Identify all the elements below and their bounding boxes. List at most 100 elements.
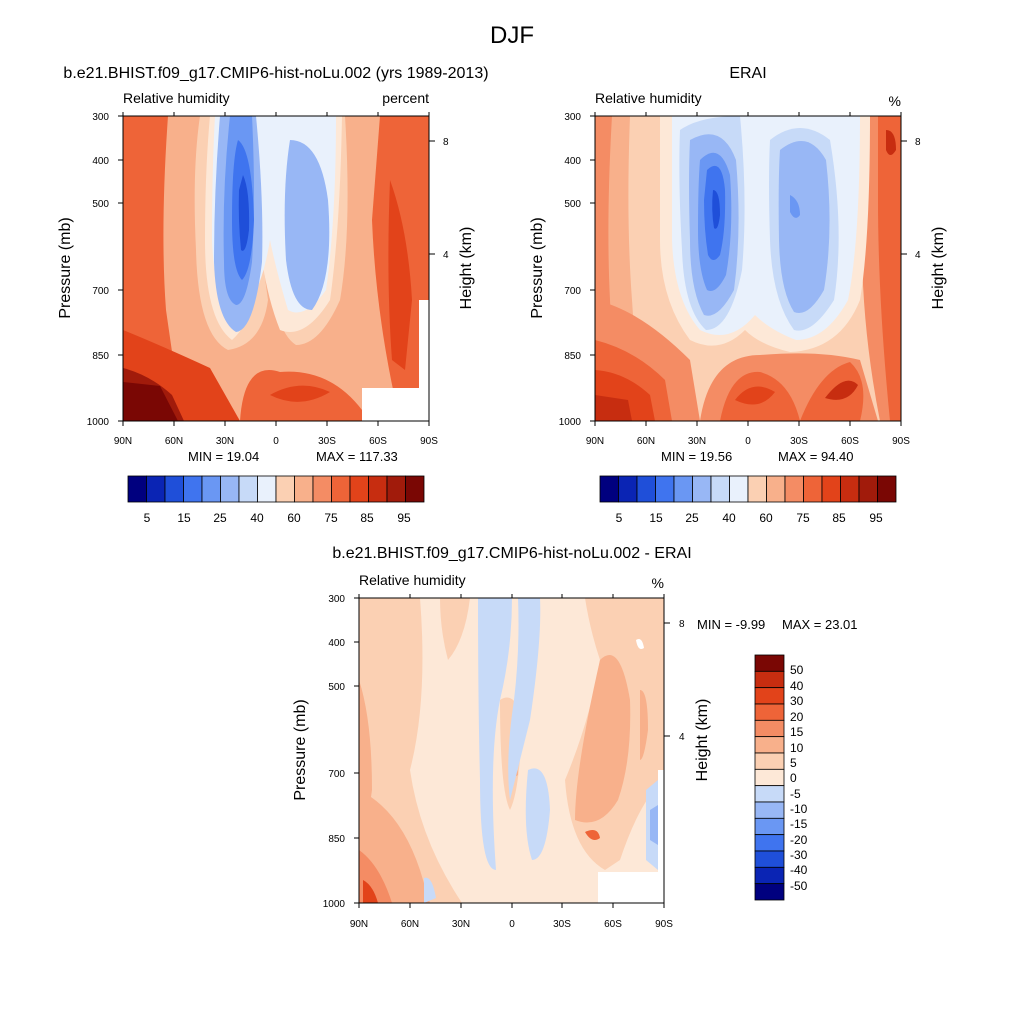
panel-model-title: b.e21.BHIST.f09_g17.CMIP6-hist-noLu.002 …	[63, 65, 488, 82]
colorbar-swatch	[754, 850, 785, 868]
colorbar-swatch	[618, 475, 638, 503]
panel-diff-plot-area	[358, 597, 665, 904]
y-tick-label: 700	[564, 286, 581, 297]
x-tick-label: 90N	[114, 436, 132, 447]
colorbar-label: 85	[832, 511, 846, 525]
panel-diff-units: %	[652, 575, 664, 591]
y-tick-label: 500	[564, 199, 581, 210]
colorbar-swatch	[673, 475, 693, 503]
y2-tick-label: 8	[443, 137, 449, 148]
colorbar-label: 85	[360, 511, 374, 525]
colorbar-label: -50	[790, 879, 808, 893]
y-tick-label: 700	[328, 769, 345, 780]
panel-model-axis-ticks: 90N 60N 30N 0 30S 60S 90S 300 400 500 70…	[87, 112, 449, 447]
x-tick-label: 30N	[452, 919, 470, 930]
panel-erai-min: MIN = 19.56	[661, 449, 732, 464]
y2-tick-label: 8	[915, 137, 921, 148]
colorbar-label: -30	[790, 848, 808, 862]
panel-model-y2label: Height (km)	[458, 227, 475, 310]
panel-diff-y2label: Height (km)	[694, 699, 711, 782]
colorbar-swatch	[754, 883, 785, 901]
x-tick-label: 60N	[165, 436, 183, 447]
colorbar-swatch	[599, 475, 619, 503]
colorbar-swatch	[386, 475, 406, 503]
x-tick-label: 90N	[350, 919, 368, 930]
y2-tick-label: 4	[443, 250, 449, 261]
panel-erai-variable-label: Relative humidity	[595, 90, 702, 106]
y-tick-label: 500	[92, 199, 109, 210]
colorbar-label: 95	[869, 511, 883, 525]
panel-erai-ylabel: Pressure (mb)	[529, 217, 546, 318]
colorbar-swatch	[858, 475, 878, 503]
x-tick-label: 90S	[892, 436, 910, 447]
panel-diff-ylabel: Pressure (mb)	[292, 699, 309, 800]
colorbar-label: 15	[177, 511, 191, 525]
colorbar-swatch	[754, 768, 785, 787]
y-tick-label: 850	[564, 351, 581, 362]
x-tick-label: 60N	[637, 436, 655, 447]
colorbar-label: 30	[790, 694, 804, 708]
colorbar-label: 5	[616, 511, 623, 525]
x-tick-label: 30S	[553, 919, 571, 930]
y-tick-label: 1000	[87, 417, 110, 428]
y-tick-label: 300	[564, 112, 581, 123]
panel-erai-max: MAX = 94.40	[778, 449, 854, 464]
panel-erai: ERAI Relative humidity %	[529, 65, 947, 525]
panel-erai-plot-area	[594, 115, 902, 422]
colorbar-swatch	[754, 752, 785, 770]
x-tick-label: 0	[745, 436, 751, 447]
y-tick-label: 400	[328, 638, 345, 649]
colorbar-swatch	[405, 475, 425, 503]
colorbar-swatch	[754, 785, 785, 803]
colorbar-swatch	[754, 866, 785, 885]
colorbar-swatch	[766, 475, 786, 503]
panel-erai-colorbar: 5 15 25 40 60 75 85 95	[599, 475, 897, 525]
colorbar-swatch	[146, 475, 166, 503]
panel-diff-colorbar-swatches	[754, 654, 785, 901]
colorbar-swatch	[754, 834, 785, 852]
panel-model-colorbar-swatches	[127, 475, 425, 503]
panel-model-ylabel: Pressure (mb)	[57, 217, 74, 318]
colorbar-swatch	[257, 475, 277, 503]
colorbar-swatch	[877, 475, 897, 503]
colorbar-swatch	[368, 475, 388, 503]
colorbar-swatch	[754, 654, 785, 672]
colorbar-swatch	[754, 736, 785, 754]
x-tick-label: 60N	[401, 919, 419, 930]
colorbar-label: -10	[790, 802, 808, 816]
colorbar-swatch	[692, 475, 712, 503]
y2-tick-label: 4	[679, 732, 685, 743]
x-tick-label: 90S	[655, 919, 673, 930]
panel-diff-min: MIN = -9.99	[697, 617, 765, 632]
y-tick-label: 850	[328, 834, 345, 845]
colorbar-swatch	[754, 801, 785, 819]
x-tick-label: 30N	[216, 436, 234, 447]
colorbar-swatch	[803, 475, 823, 503]
colorbar-swatch	[754, 687, 785, 705]
colorbar-label: 40	[250, 511, 264, 525]
x-tick-label: 90S	[420, 436, 438, 447]
x-tick-label: 90N	[586, 436, 604, 447]
panel-erai-y2label: Height (km)	[930, 227, 947, 310]
panel-erai-colorbar-swatches	[599, 475, 897, 503]
colorbar-label: 15	[649, 511, 663, 525]
x-tick-label: 30S	[790, 436, 808, 447]
panel-model-units: percent	[382, 90, 429, 106]
figure-title: DJF	[490, 22, 534, 49]
colorbar-swatch	[331, 475, 351, 503]
colorbar-swatch	[275, 475, 295, 503]
colorbar-label: 40	[722, 511, 736, 525]
colorbar-swatch	[754, 719, 785, 738]
y-tick-label: 850	[92, 351, 109, 362]
colorbar-swatch	[127, 475, 147, 503]
colorbar-swatch	[349, 475, 369, 503]
colorbar-swatch	[312, 475, 332, 503]
panel-model-colorbar: 5 15 25 40 60 75 85 95	[127, 475, 425, 525]
colorbar-swatch	[729, 475, 749, 503]
x-tick-label: 30N	[688, 436, 706, 447]
colorbar-label: 40	[790, 679, 804, 693]
colorbar-label: -5	[790, 787, 801, 801]
panel-diff: b.e21.BHIST.f09_g17.CMIP6-hist-noLu.002 …	[292, 545, 858, 930]
y-tick-label: 1000	[323, 899, 346, 910]
